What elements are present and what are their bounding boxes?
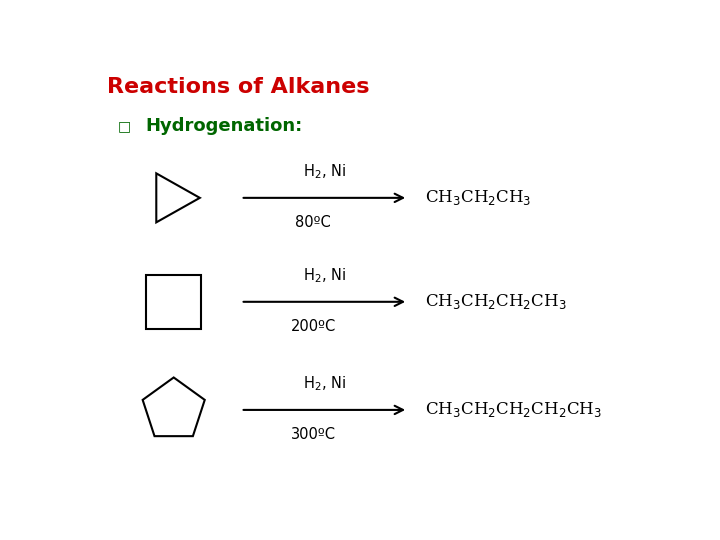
Text: H$_2$, Ni: H$_2$, Ni <box>303 375 346 393</box>
Text: CH$_3$CH$_2$CH$_2$CH$_2$CH$_3$: CH$_3$CH$_2$CH$_2$CH$_2$CH$_3$ <box>425 401 602 420</box>
Text: 80ºC: 80ºC <box>295 215 331 231</box>
Text: H$_2$, Ni: H$_2$, Ni <box>303 163 346 181</box>
Text: Hydrogenation:: Hydrogenation: <box>145 117 303 135</box>
Text: H$_2$, Ni: H$_2$, Ni <box>303 266 346 285</box>
Text: □: □ <box>118 119 131 133</box>
Text: Reactions of Alkanes: Reactions of Alkanes <box>107 77 369 97</box>
Text: CH$_3$CH$_2$CH$_2$CH$_3$: CH$_3$CH$_2$CH$_2$CH$_3$ <box>425 292 567 311</box>
Text: 300ºC: 300ºC <box>291 427 336 442</box>
Bar <box>146 275 201 329</box>
Text: CH$_3$CH$_2$CH$_3$: CH$_3$CH$_2$CH$_3$ <box>425 188 531 207</box>
Text: 200ºC: 200ºC <box>291 319 336 334</box>
